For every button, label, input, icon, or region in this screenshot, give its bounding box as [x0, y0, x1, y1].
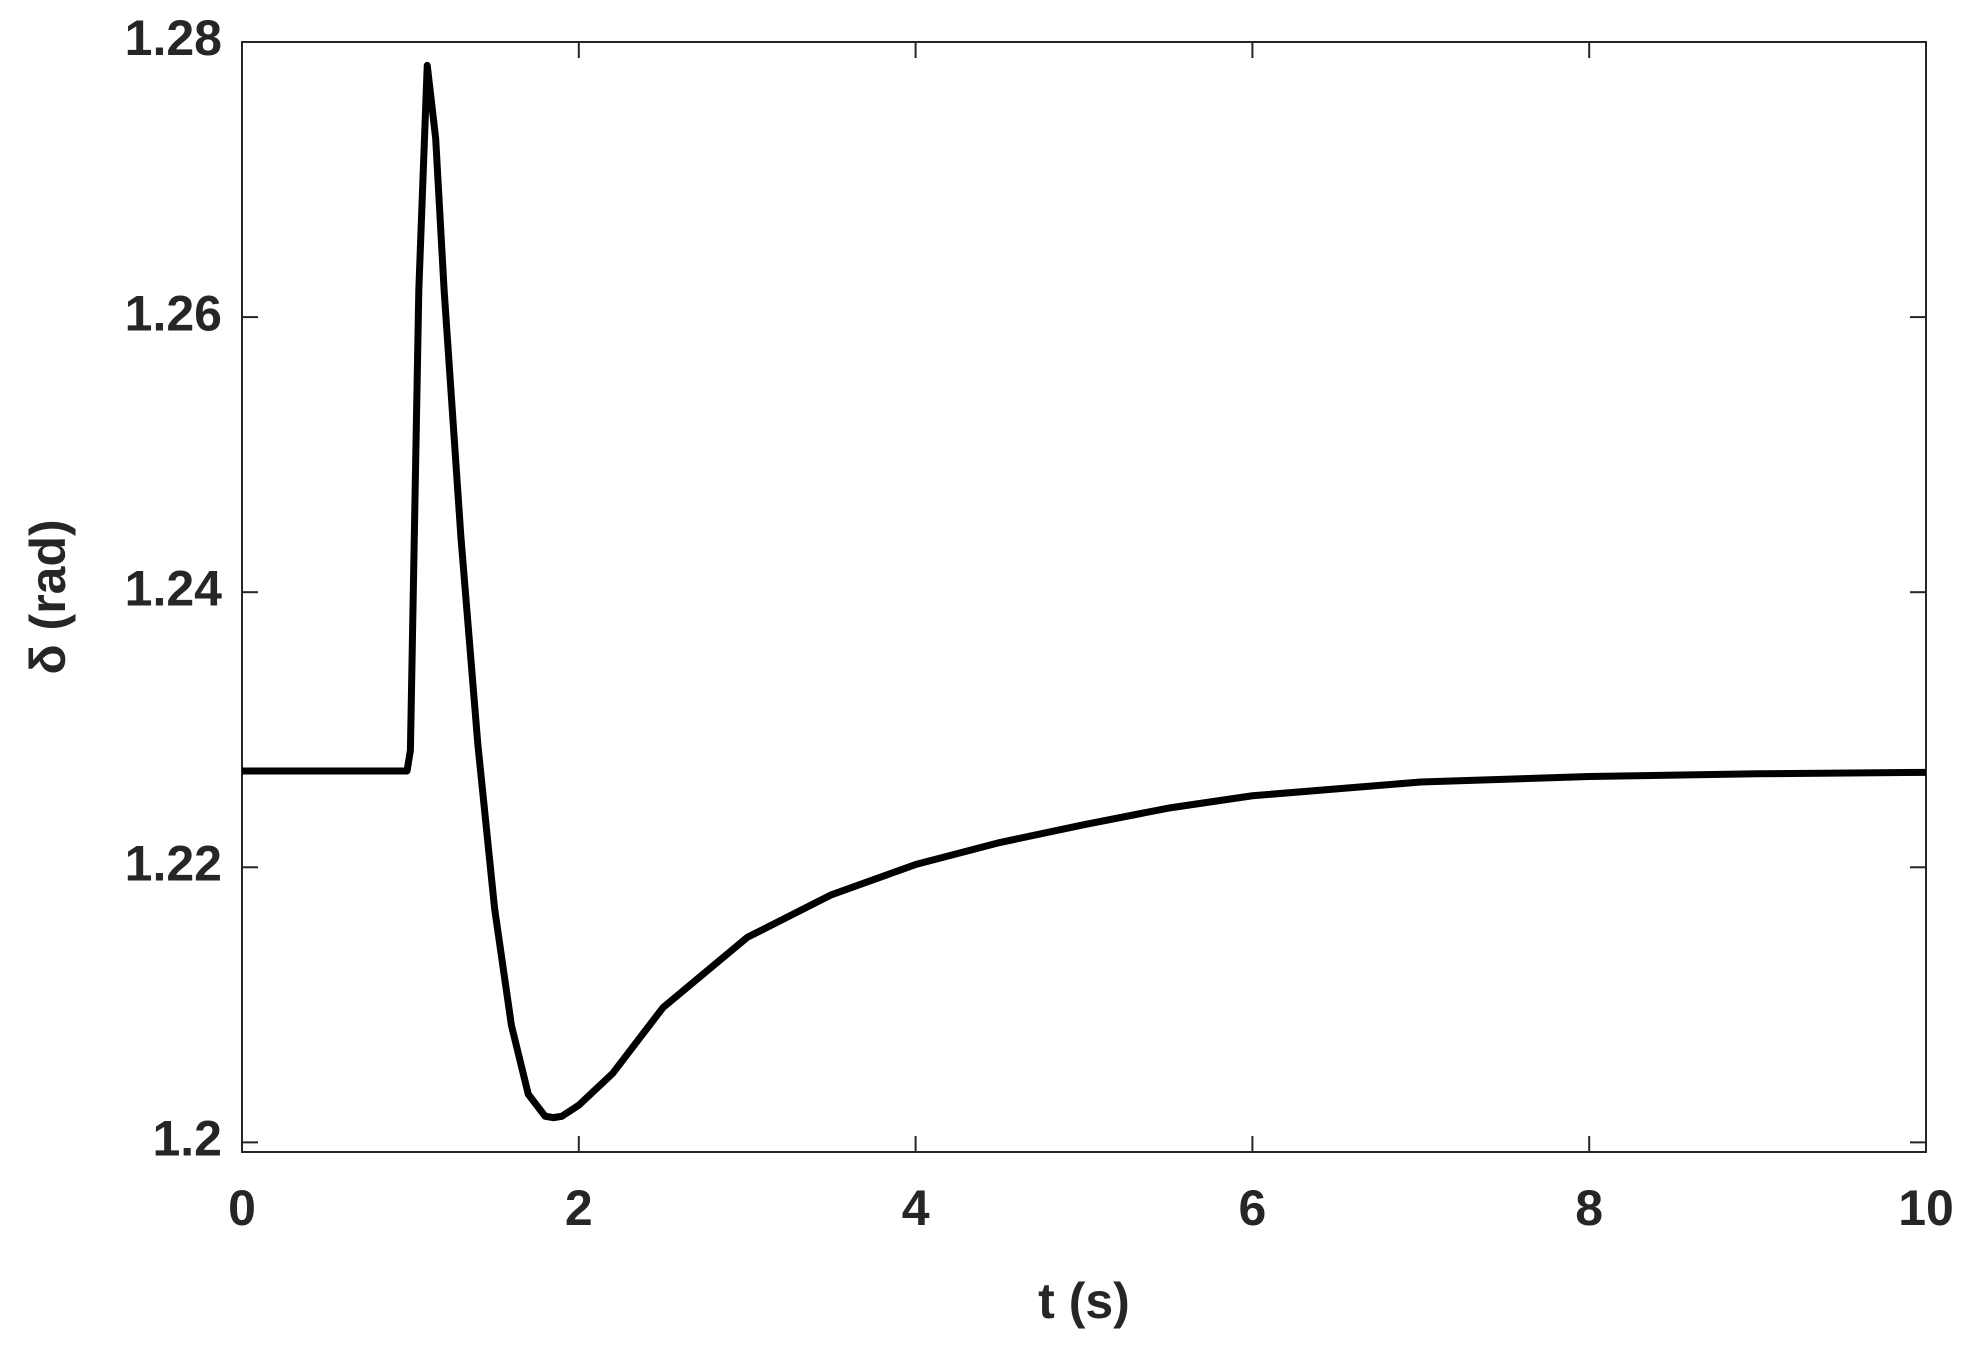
x-tick-label: 2 [565, 1180, 593, 1236]
x-tick-label: 10 [1898, 1180, 1954, 1236]
y-axis-label: δ (rad) [20, 519, 76, 674]
x-axis-label: t (s) [1038, 1273, 1130, 1329]
x-tick-label: 8 [1575, 1180, 1603, 1236]
y-tick-label: 1.26 [125, 285, 222, 341]
x-tick-label: 0 [228, 1180, 256, 1236]
x-tick-label: 6 [1238, 1180, 1266, 1236]
x-tick-label: 4 [902, 1180, 930, 1236]
y-tick-label: 1.2 [152, 1111, 222, 1167]
y-tick-label: 1.22 [125, 835, 222, 891]
y-tick-label: 1.28 [125, 10, 222, 66]
data-line [242, 61, 1927, 1122]
y-tick-label: 1.24 [125, 560, 223, 616]
plot-frame [241, 41, 1927, 1153]
